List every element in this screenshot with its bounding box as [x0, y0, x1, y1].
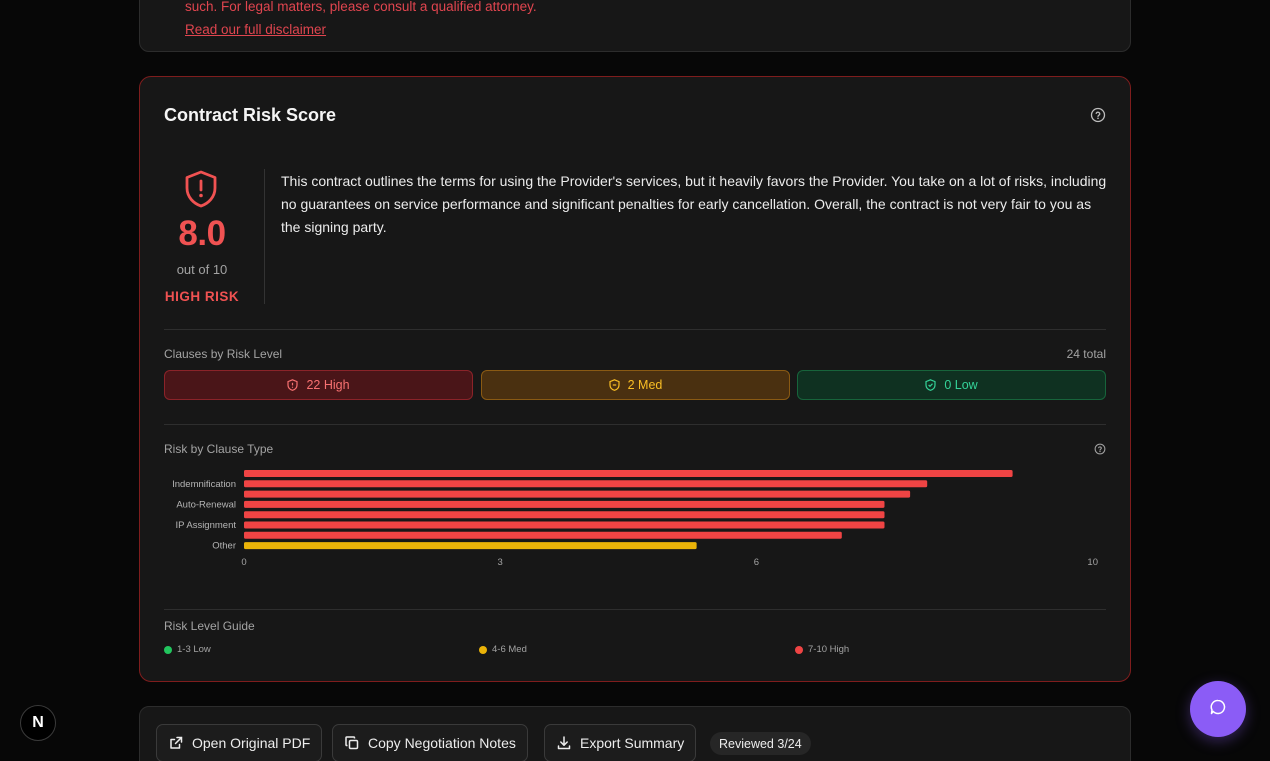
chart-x-tick-label: 0	[241, 557, 246, 568]
chart-bar	[244, 521, 885, 529]
legend-dot-high	[795, 645, 803, 654]
legend-low: 1-3 Low	[164, 644, 211, 655]
risk-level-guide-label: Risk Level Guide	[164, 619, 255, 633]
chart-category-label: IP Assignment	[175, 520, 236, 531]
risk-score-scale: out of 10	[176, 262, 228, 277]
medium-risk-filter-button[interactable]: 2 Med	[481, 370, 790, 400]
legend-dot-med	[479, 645, 487, 654]
divider	[164, 329, 1106, 330]
high-risk-count: 22 High	[306, 378, 350, 392]
card-title: Contract Risk Score	[164, 105, 337, 125]
medium-risk-count: 2 Med	[627, 378, 663, 392]
action-bar: Open Original PDF Copy Negotiation Notes…	[139, 706, 1131, 761]
external-link-icon	[168, 735, 184, 751]
legend-dot-low	[164, 645, 172, 654]
copy-negotiation-notes-label: Copy Negotiation Notes	[368, 735, 516, 751]
low-risk-filter-button[interactable]: 0 Low	[797, 370, 1106, 400]
chat-bubble-icon	[1209, 698, 1227, 721]
chart-x-tick-label: 3	[498, 557, 503, 568]
download-icon	[556, 735, 572, 751]
chart-x-tick-label: 10	[1087, 557, 1098, 568]
chart-bar	[244, 470, 1013, 477]
chart-bar	[244, 500, 885, 508]
legend-low-label: 1-3 Low	[177, 644, 211, 655]
risk-score-card: Contract Risk Score 8.0 out of 10 HIGH R…	[139, 76, 1131, 682]
vertical-divider	[264, 169, 265, 304]
disclaimer-link[interactable]: Read our full disclaimer	[185, 22, 327, 37]
total-clauses-count: 24 total	[1066, 347, 1106, 361]
divider	[164, 424, 1106, 425]
chart-category-label: Auto-Renewal	[176, 499, 236, 510]
reviewed-progress-badge: Reviewed 3/24	[710, 732, 811, 755]
n-logo-badge[interactable]: N	[20, 705, 56, 741]
chat-button[interactable]	[1190, 681, 1246, 737]
question-circle-icon[interactable]	[1094, 443, 1106, 455]
chart-x-tick-label: 6	[754, 557, 759, 568]
chart-category-label: Other	[212, 541, 236, 552]
export-summary-label: Export Summary	[580, 735, 685, 751]
risk-by-clause-type-chart: Indemnification Auto-Renewal IP Assignment…	[164, 467, 1108, 577]
contract-summary: This contract outlines the terms for usi…	[281, 173, 1107, 235]
export-summary-button[interactable]: Export Summary	[544, 724, 697, 761]
legend-high-label: 7-10 High	[808, 644, 850, 655]
open-original-pdf-label: Open Original PDF	[192, 735, 311, 751]
legend-med-label: 4-6 Med	[492, 644, 527, 655]
score-block: 8.0 out of 10 HIGH RISK	[164, 170, 240, 306]
risk-score-value: 8.0	[178, 214, 226, 253]
copy-negotiation-notes-button[interactable]: Copy Negotiation Notes	[332, 724, 528, 761]
shield-icon	[609, 379, 620, 391]
disclaimer-card: such. For legal matters, please consult …	[139, 0, 1131, 52]
chart-bar	[244, 511, 885, 519]
risk-level-label: HIGH RISK	[164, 289, 240, 304]
copy-icon	[344, 735, 360, 751]
low-risk-count: 0 Low	[944, 378, 978, 392]
question-circle-icon[interactable]	[1090, 107, 1106, 123]
legend-high: 7-10 High	[795, 644, 849, 655]
shield-alert-icon	[287, 379, 299, 391]
divider	[164, 609, 1106, 610]
chart-category-label: Indemnification	[172, 479, 236, 490]
clauses-by-risk-label: Clauses by Risk Level	[164, 347, 283, 361]
high-risk-filter-button[interactable]: 22 High	[164, 370, 473, 400]
shield-check-icon	[925, 379, 936, 391]
bar-chart: Indemnification Auto-Renewal IP Assignment…	[172, 470, 1098, 568]
disclaimer-text: such. For legal matters, please consult …	[185, 0, 537, 14]
chart-bar	[244, 531, 842, 539]
shield-alert-icon	[184, 170, 218, 208]
chart-bar	[244, 490, 911, 498]
open-original-pdf-button[interactable]: Open Original PDF	[156, 724, 323, 761]
risk-by-clause-type-label: Risk by Clause Type	[164, 442, 274, 456]
chart-bar	[244, 542, 697, 550]
legend-med: 4-6 Med	[479, 644, 527, 655]
chart-bar	[244, 480, 928, 488]
